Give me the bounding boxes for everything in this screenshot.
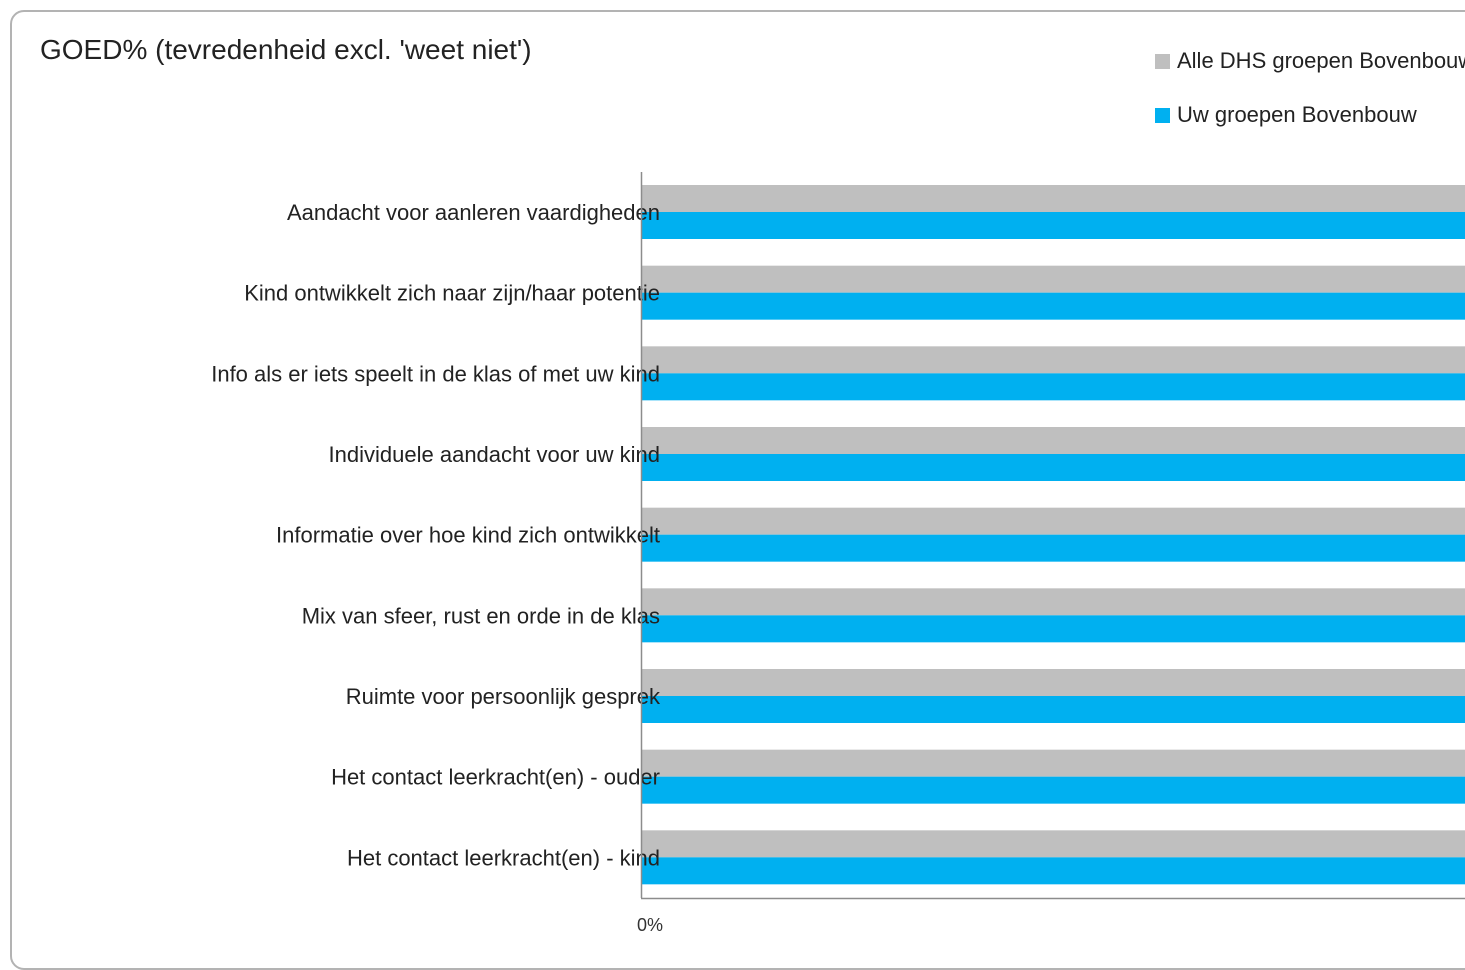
category-label-7: Ruimte voor persoonlijk gesprek (346, 684, 661, 709)
bar-2-2 (641, 292, 1465, 320)
bar-2-8 (641, 776, 1465, 804)
bar-2-5 (641, 534, 1465, 562)
category-label-4: Individuele aandacht voor uw kind (329, 442, 660, 467)
category-label-9: Het contact leerkracht(en) - kind (347, 845, 660, 870)
bar-2-4 (641, 454, 1465, 481)
category-label-6: Mix van sfeer, rust en orde in de klas (302, 603, 660, 628)
legend-item-series-1: Alle DHS groepen Bovenbouw (1155, 47, 1465, 75)
legend-label-series-2: Uw groepen Bovenbouw (1177, 102, 1417, 127)
legend-item-series-2: Uw groepen Bovenbouw (1155, 101, 1465, 129)
chart-legend: Alle DHS groepen Bovenbouw Uw groepen Bo… (1155, 47, 1465, 155)
bar-1-3 (641, 346, 1465, 374)
bar-1-8 (641, 749, 1465, 777)
bar-2-3 (641, 373, 1465, 401)
bar-1-7 (641, 669, 1465, 696)
x-tick-label-1: 0% (637, 915, 663, 935)
bar-1-2 (641, 265, 1465, 293)
bar-2-9 (641, 857, 1465, 885)
category-label-1: Aandacht voor aanleren vaardigheden (287, 200, 660, 225)
bar-1-4 (641, 427, 1465, 454)
bar-1-9 (641, 830, 1465, 858)
category-label-2: Kind ontwikkelt zich naar zijn/haar pote… (244, 281, 660, 306)
chart-frame (10, 10, 1465, 970)
chart-title: GOED% (tevredenheid excl. 'weet niet') (40, 34, 532, 65)
bar-1-1 (641, 185, 1465, 212)
category-label-5: Informatie over hoe kind zich ontwikkelt (276, 523, 660, 548)
legend-swatch-series-2 (1155, 107, 1170, 123)
legend-label-series-1: Alle DHS groepen Bovenbouw (1177, 48, 1465, 73)
bar-1-5 (641, 507, 1465, 535)
bar-2-6 (641, 615, 1465, 643)
bar-2-1 (641, 212, 1465, 239)
bar-2-7 (641, 696, 1465, 723)
legend-swatch-series-1 (1155, 53, 1170, 69)
bar-1-6 (641, 588, 1465, 616)
category-label-3: Info als er iets speelt in de klas of me… (211, 361, 660, 386)
category-label-8: Het contact leerkracht(en) - ouder (331, 765, 660, 790)
